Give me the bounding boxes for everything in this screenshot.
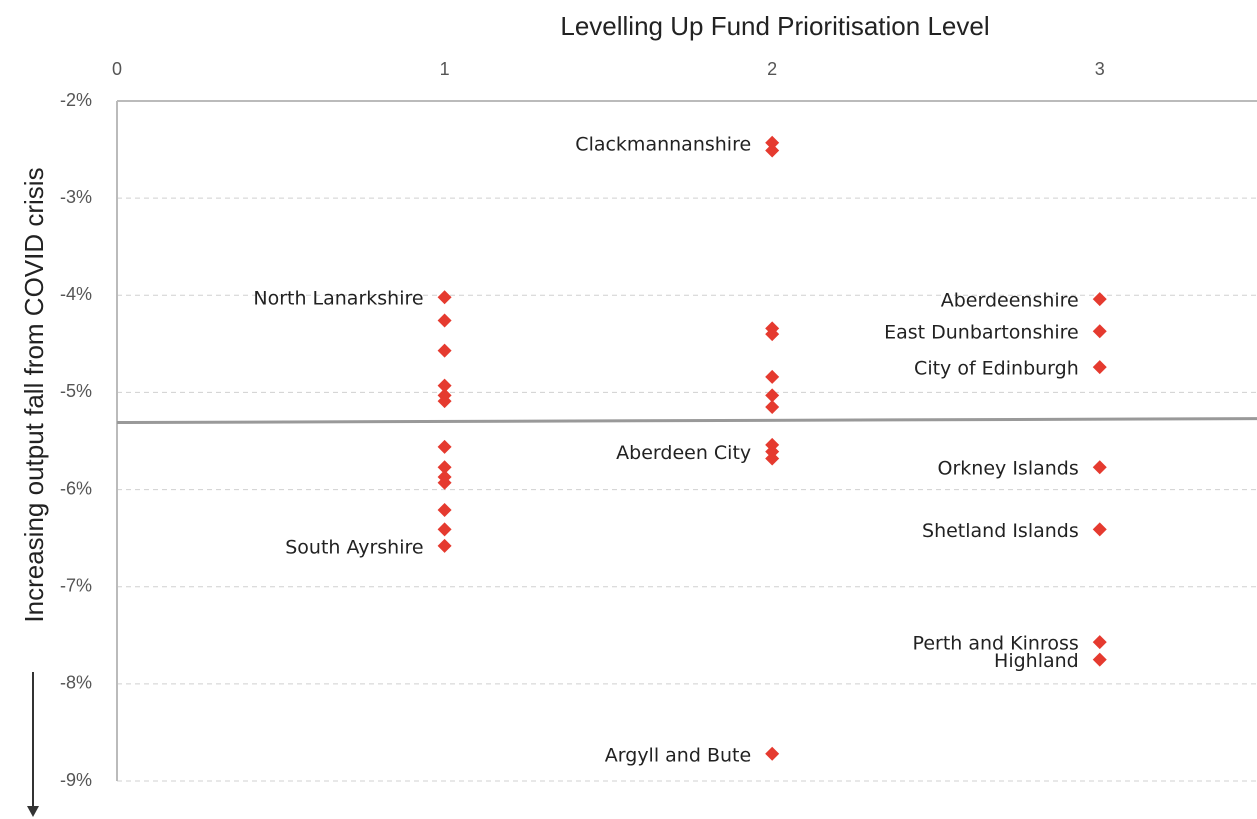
point — [437, 290, 452, 305]
point-label: Orkney Islands — [938, 458, 1079, 480]
point-label: Aberdeen City — [616, 442, 751, 464]
arrow-head — [27, 806, 39, 817]
point-label: Aberdeenshire — [941, 290, 1079, 312]
reference-line — [116, 417, 1257, 425]
y-tick-label: -2% — [60, 90, 92, 110]
point — [1092, 460, 1107, 475]
point-label: Clackmannanshire — [575, 133, 751, 155]
point-label: South Ayrshire — [285, 536, 423, 558]
point — [437, 394, 452, 409]
point — [765, 135, 780, 150]
point-label: Perth and Kinross — [913, 633, 1079, 655]
x-tick-label: 1 — [440, 59, 450, 79]
y-tick-label: -8% — [60, 673, 92, 693]
point — [1092, 292, 1107, 307]
point — [765, 327, 780, 342]
point — [437, 538, 452, 553]
y-axis-title: Increasing output fall from COVID crisis — [19, 167, 49, 622]
point — [437, 522, 452, 537]
y-tick-label: -5% — [60, 381, 92, 401]
point — [765, 451, 780, 466]
point-label: Highland — [994, 650, 1079, 672]
point — [437, 313, 452, 328]
point — [1092, 635, 1107, 650]
y-tick-label: -4% — [60, 284, 92, 304]
point — [765, 369, 780, 384]
x-tick-label: 0 — [112, 59, 122, 79]
y-tick-label: -6% — [60, 478, 92, 498]
point-label: North Lanarkshire — [253, 288, 423, 310]
point — [437, 343, 452, 358]
x-tick-label: 2 — [767, 59, 777, 79]
y-tick-label: -3% — [60, 187, 92, 207]
point-label: Argyll and Bute — [605, 744, 751, 766]
x-axis-title: Levelling Up Fund Prioritisation Level — [560, 11, 989, 41]
point — [765, 746, 780, 761]
point — [437, 475, 452, 490]
point — [765, 143, 780, 158]
point — [765, 388, 780, 403]
point — [437, 460, 452, 475]
point — [1092, 360, 1107, 375]
point-label: City of Edinburgh — [914, 358, 1079, 380]
point — [1092, 652, 1107, 667]
x-tick-label: 3 — [1095, 59, 1105, 79]
y-tick-label: -7% — [60, 575, 92, 595]
point — [437, 378, 452, 393]
point — [765, 400, 780, 414]
point — [437, 502, 452, 517]
point — [1092, 522, 1107, 537]
point — [1092, 324, 1107, 339]
point-label: East Dunbartonshire — [884, 322, 1079, 344]
point-label: Shetland Islands — [922, 520, 1079, 542]
point — [437, 439, 452, 454]
y-tick-label: -9% — [60, 770, 92, 790]
